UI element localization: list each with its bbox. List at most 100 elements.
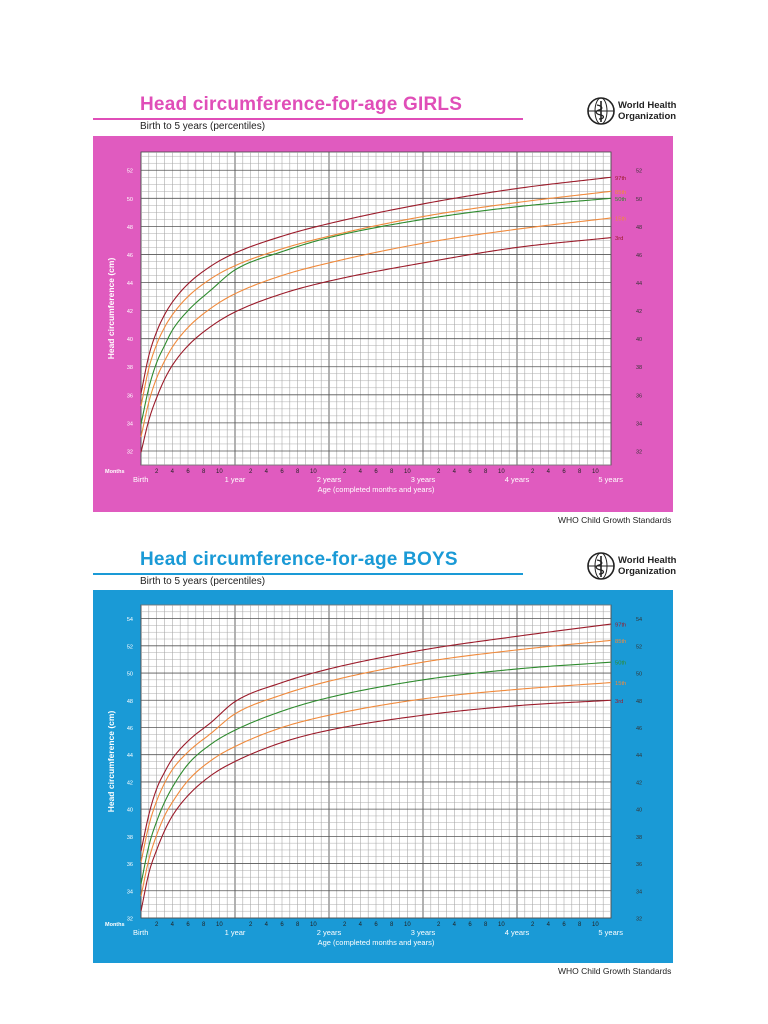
series-label: 97th: [615, 176, 626, 182]
x-months-label: Months: [105, 922, 125, 928]
x-month-tick-label: 10: [310, 469, 317, 475]
x-month-tick-label: 8: [296, 469, 300, 475]
title-rule: [93, 118, 523, 120]
x-month-tick-label: 10: [216, 469, 223, 475]
x-month-tick-label: 4: [359, 922, 363, 928]
series-line-50th: [140, 197, 612, 425]
who-emblem-icon: [587, 552, 615, 580]
x-year-label: 3 years: [411, 475, 436, 484]
y-axis-label: Head circumference (cm): [106, 258, 116, 360]
x-month-tick-label: 2: [531, 469, 535, 475]
x-month-tick-label: 10: [404, 469, 411, 475]
x-month-tick-label: 2: [249, 922, 253, 928]
series-label: 3rd: [615, 236, 623, 242]
series-line-15th: [140, 217, 612, 438]
y-tick-label: 36: [127, 393, 133, 399]
series-label: 50th: [615, 661, 626, 667]
y-tick-label: 46: [127, 253, 133, 259]
x-month-tick-label: 8: [578, 469, 582, 475]
y-tick-label: 40: [127, 337, 133, 343]
title-rule: [93, 573, 523, 575]
series-label: 15th: [615, 216, 626, 222]
x-year-label: 2 years: [317, 928, 342, 937]
y-tick-label-right: 48: [636, 699, 642, 705]
series-label: 85th: [615, 190, 626, 196]
x-month-tick-label: 4: [171, 469, 175, 475]
chart-subtitle: Birth to 5 years (percentiles): [140, 576, 266, 587]
x-month-tick-label: 6: [374, 469, 378, 475]
x-year-label: 1 year: [225, 475, 246, 484]
x-month-tick-label: 2: [155, 922, 159, 928]
who-logo: World Health Organization: [586, 96, 686, 130]
series-line-97th: [140, 176, 612, 394]
y-tick-label: 52: [127, 644, 133, 650]
y-tick-label-right: 34: [636, 889, 642, 895]
x-month-tick-label: 10: [310, 922, 317, 928]
y-tick-label-right: 50: [636, 197, 642, 203]
x-year-label: 5 years: [598, 928, 623, 937]
who-emblem-icon: [587, 97, 615, 125]
y-tick-label-right: 38: [636, 835, 642, 841]
series-label: 97th: [615, 623, 626, 629]
series-label: 3rd: [615, 699, 623, 705]
y-tick-label: 48: [127, 699, 133, 705]
x-month-tick-label: 10: [216, 922, 223, 928]
y-tick-label: 54: [127, 617, 133, 623]
y-tick-label-right: 36: [636, 393, 642, 399]
y-tick-label-right: 46: [636, 253, 642, 259]
x-month-tick-label: 4: [171, 922, 175, 928]
y-tick-label: 32: [127, 449, 133, 455]
y-tick-label-right: 34: [636, 421, 642, 427]
x-months-label: Months: [105, 469, 125, 475]
x-year-label: 2 years: [317, 475, 342, 484]
x-month-tick-label: 8: [484, 922, 488, 928]
y-tick-label-right: 40: [636, 337, 642, 343]
y-axis-label: Head circumference (cm): [106, 711, 116, 813]
y-tick-label: 42: [127, 309, 133, 315]
x-month-tick-label: 6: [186, 922, 190, 928]
who-name-line2: Organization: [618, 110, 677, 122]
y-tick-label: 38: [127, 835, 133, 841]
x-month-tick-label: 8: [578, 922, 582, 928]
x-year-label: 5 years: [598, 475, 623, 484]
x-month-tick-label: 4: [265, 469, 269, 475]
chart-footer: WHO Child Growth Standards: [558, 515, 672, 525]
y-tick-label: 48: [127, 225, 133, 231]
y-tick-label-right: 38: [636, 365, 642, 371]
x-month-tick-label: 2: [155, 469, 159, 475]
x-month-tick-label: 4: [547, 922, 551, 928]
series-label: 15th: [615, 681, 626, 687]
who-name-line1: World Health: [618, 100, 677, 111]
grid: [140, 604, 612, 919]
x-month-tick-label: 10: [498, 922, 505, 928]
x-month-tick-label: 6: [562, 922, 566, 928]
y-tick-label: 44: [127, 281, 133, 287]
x-month-tick-label: 2: [343, 922, 347, 928]
x-month-tick-label: 2: [437, 922, 441, 928]
grid: [140, 152, 612, 466]
page-title: Head circumference-for-age GIRLS: [140, 94, 463, 115]
series-line-97th: [140, 623, 612, 852]
x-month-tick-label: 4: [265, 922, 269, 928]
series-line-85th: [140, 639, 612, 863]
y-tick-label: 50: [127, 197, 133, 203]
y-tick-label: 42: [127, 780, 133, 786]
x-month-tick-label: 6: [280, 469, 284, 475]
x-month-tick-label: 6: [374, 922, 378, 928]
x-year-label: 3 years: [411, 928, 436, 937]
x-month-tick-label: 4: [453, 469, 457, 475]
y-tick-label-right: 48: [636, 225, 642, 231]
x-month-tick-label: 8: [202, 469, 206, 475]
series-line-3rd: [140, 237, 612, 453]
who-name-line1: World Health: [618, 555, 677, 566]
y-tick-label: 44: [127, 753, 133, 759]
x-year-label: 4 years: [505, 475, 530, 484]
page-title: Head circumference-for-age BOYS: [140, 549, 458, 570]
x-month-tick-label: 8: [202, 922, 206, 928]
x-year-label: 1 year: [225, 928, 246, 937]
y-tick-label: 38: [127, 365, 133, 371]
x-axis-label: Age (completed months and years): [318, 485, 435, 494]
y-tick-label-right: 32: [636, 449, 642, 455]
